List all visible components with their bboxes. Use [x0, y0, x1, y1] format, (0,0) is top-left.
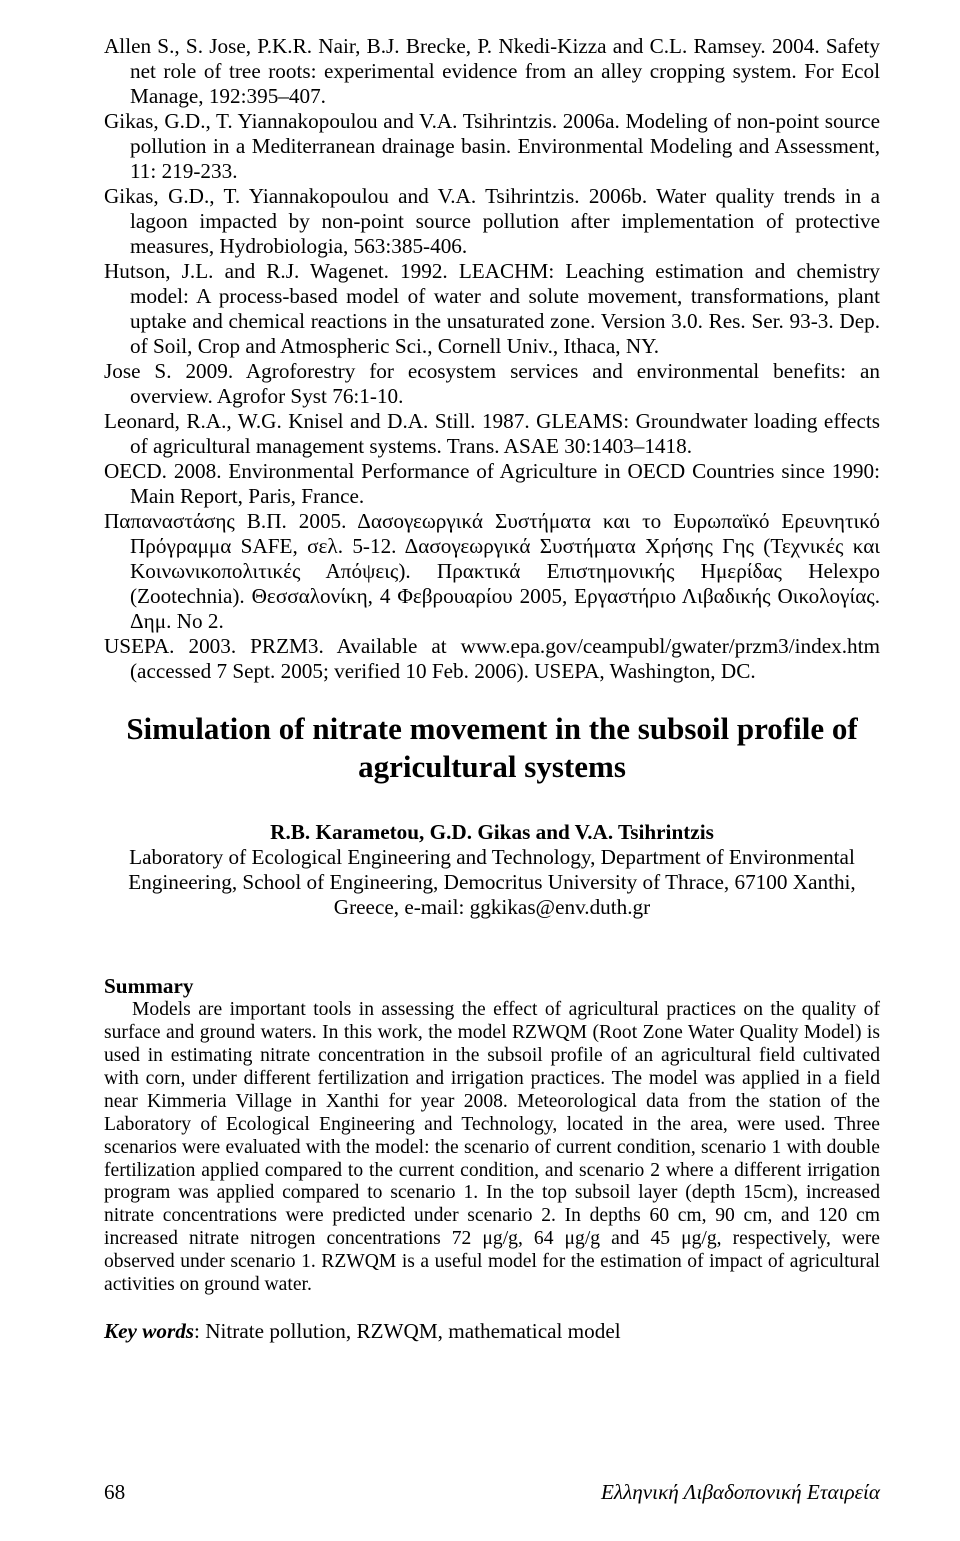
reference-item: OECD. 2008. Environmental Performance of…	[104, 459, 880, 509]
footer-organization: Ελληνική Λιβαδοπονική Εταιρεία	[601, 1480, 880, 1505]
article-title: Simulation of nitrate movement in the su…	[104, 710, 880, 786]
reference-item: Allen S., S. Jose, P.K.R. Nair, B.J. Bre…	[104, 34, 880, 109]
authors-line: R.B. Karametou, G.D. Gikas and V.A. Tsih…	[104, 820, 880, 845]
keywords-line: Key words: Nitrate pollution, RZWQM, mat…	[104, 1319, 880, 1344]
page-number: 68	[104, 1480, 125, 1505]
reference-item: Gikas, G.D., T. Yiannakopoulou and V.A. …	[104, 109, 880, 184]
reference-item: Jose S. 2009. Agroforestry for ecosystem…	[104, 359, 880, 409]
keywords-label: Key words	[104, 1319, 194, 1343]
reference-item: Παπαναστάσης Β.Π. 2005. Δασογεωργικά Συσ…	[104, 509, 880, 634]
summary-body: Models are important tools in assessing …	[104, 999, 880, 1297]
summary-heading: Summary	[104, 974, 880, 999]
reference-item: Leonard, R.A., W.G. Knisel and D.A. Stil…	[104, 409, 880, 459]
affiliation: Laboratory of Ecological Engineering and…	[104, 845, 880, 920]
page: Allen S., S. Jose, P.K.R. Nair, B.J. Bre…	[0, 0, 960, 1541]
reference-item: Hutson, J.L. and R.J. Wagenet. 1992. LEA…	[104, 259, 880, 359]
references-block: Allen S., S. Jose, P.K.R. Nair, B.J. Bre…	[104, 34, 880, 684]
keywords-value: : Nitrate pollution, RZWQM, mathematical…	[194, 1319, 621, 1343]
page-footer: 68 Ελληνική Λιβαδοπονική Εταιρεία	[104, 1480, 880, 1505]
reference-item: Gikas, G.D., T. Yiannakopoulou and V.A. …	[104, 184, 880, 259]
reference-item: USEPA. 2003. PRZM3. Available at www.epa…	[104, 634, 880, 684]
